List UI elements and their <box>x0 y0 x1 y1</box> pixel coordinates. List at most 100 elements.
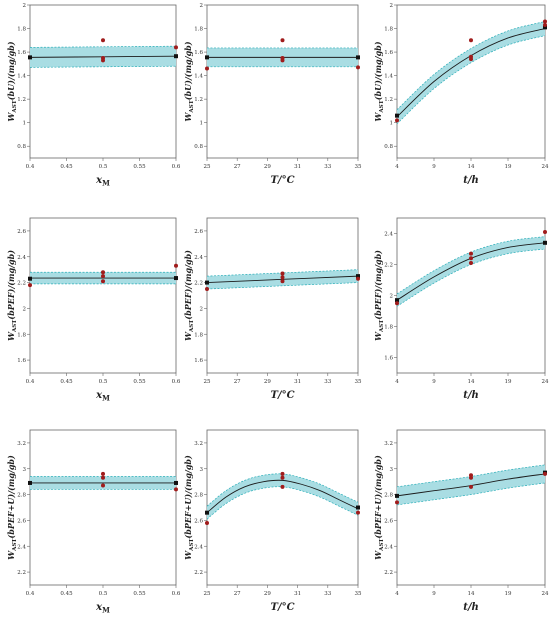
x-tick-label: 24 <box>542 379 549 385</box>
y-axis-label: WAST(bPEF)/(mg/gb) <box>6 250 18 341</box>
x-axis-label: xM <box>95 175 110 188</box>
actual-point <box>543 19 547 24</box>
x-tick-label: 0.6 <box>172 379 181 385</box>
x-tick-label: 19 <box>505 591 512 597</box>
actual-point <box>28 283 32 288</box>
band-lower-edge <box>396 35 546 125</box>
design-point <box>174 480 178 485</box>
y-tick-label: 1.4 <box>17 74 26 80</box>
y-tick-label: 2.2 <box>384 263 393 269</box>
y-tick-label: 1.6 <box>384 50 393 56</box>
actual-point <box>280 475 285 480</box>
x-tick-label: 31 <box>294 164 301 170</box>
x-tick-label: 31 <box>294 379 301 385</box>
actual-point <box>469 251 473 256</box>
x-tick-label: 33 <box>324 379 331 385</box>
actual-point <box>280 38 285 43</box>
x-tick-label: 0.55 <box>133 379 146 385</box>
actual-point <box>469 260 473 265</box>
x-tick-label: 31 <box>294 591 301 597</box>
y-axis-label: WAST(bPEF+U)/(mg/gb) <box>373 455 385 560</box>
y-tick-label: 1 <box>23 121 27 127</box>
x-axis-label: xM <box>95 602 110 615</box>
actual-point <box>101 270 105 275</box>
y-tick-label: 2 <box>23 3 27 9</box>
x-axis-label: t/h <box>463 175 479 186</box>
actual-point <box>395 301 399 306</box>
chart-panel-3: 4 9 14 19 24 0.8 1 1.2 1.4 1.6 1.8 2 t/h WAST(bU)/(mg… <box>373 3 549 186</box>
confidence-band <box>397 236 545 307</box>
actual-point <box>280 58 285 63</box>
actual-point <box>174 45 178 50</box>
x-tick-label: 0.5 <box>99 591 108 597</box>
x-tick-label: 19 <box>505 379 512 385</box>
actual-point <box>280 279 285 284</box>
chart-panel-6: 4 9 14 19 24 1.6 1.8 2 2.2 2.4 t/h WAST(bPEF)/(mg/g… <box>373 217 549 401</box>
x-axis-label: T/°C <box>270 175 294 186</box>
actual-point <box>356 510 360 515</box>
y-tick-label: 1.8 <box>17 27 26 33</box>
y-tick-label: 2.6 <box>17 229 26 235</box>
x-tick-label: 0.4 <box>26 591 35 597</box>
design-point <box>28 55 32 60</box>
chart-panel-8: 25 27 29 31 33 35 2.2 2.4 2.6 2.8 3 3.2 T/°C WAST(bPE… <box>183 429 362 613</box>
x-tick-label: 33 <box>324 591 331 597</box>
y-tick-label: 3.2 <box>17 441 26 447</box>
plot-frame <box>206 4 359 159</box>
design-point <box>205 510 209 515</box>
actual-point <box>395 118 399 123</box>
y-tick-label: 2 <box>200 3 204 9</box>
y-tick-label: 2.2 <box>17 281 26 287</box>
y-tick-label: 1.2 <box>384 97 393 103</box>
x-tick-label: 4 <box>395 591 399 597</box>
x-tick-label: 9 <box>432 591 436 597</box>
y-tick-label: 2.6 <box>194 518 203 524</box>
x-tick-label: 14 <box>468 591 475 597</box>
y-tick-label: 2.6 <box>384 518 393 524</box>
chart-panel-9: 4 9 14 19 24 2.2 2.4 2.6 2.8 3 3.2 t/h WAST(bPEF+U)/… <box>373 429 549 613</box>
y-tick-label: 2.4 <box>384 232 393 238</box>
y-axis-label: WAST(bU)/(mg/gb) <box>6 41 18 121</box>
x-tick-label: 0.5 <box>99 164 108 170</box>
x-axis-label: xM <box>95 390 110 403</box>
x-tick-label: 29 <box>264 379 271 385</box>
y-tick-label: 0.8 <box>384 144 393 150</box>
design-point <box>356 55 360 60</box>
actual-point <box>101 279 105 284</box>
plot-frame <box>206 217 359 374</box>
chart-panel-4: 0.4 0.45 0.5 0.55 0.6 1.6 1.8 2 2.2 2.4 2.6 xM WAST(… <box>6 217 181 403</box>
y-tick-label: 2.4 <box>194 255 203 261</box>
x-tick-label: 27 <box>234 164 241 170</box>
chart-panel-7: 0.4 0.45 0.5 0.55 0.6 2.2 2.4 2.6 2.8 3 3.2 xM WAST(… <box>6 429 181 615</box>
y-tick-label: 3 <box>23 467 27 473</box>
design-point <box>205 280 209 285</box>
y-tick-label: 2.8 <box>17 493 26 499</box>
x-tick-label: 25 <box>204 164 211 170</box>
x-axis-label: T/°C <box>270 602 294 613</box>
x-tick-label: 14 <box>468 164 475 170</box>
actual-point <box>469 484 473 489</box>
design-point <box>28 480 32 485</box>
chart-panel-2: 25 27 29 31 33 35 0.8 1 1.2 1.4 1.6 1.8 2 T/°C WAST(bU… <box>183 3 362 186</box>
actual-point <box>174 263 178 268</box>
x-tick-label: 29 <box>264 164 271 170</box>
y-tick-label: 1.6 <box>17 358 26 364</box>
design-point <box>395 113 399 118</box>
y-tick-label: 0.8 <box>17 144 26 150</box>
x-tick-label: 27 <box>234 591 241 597</box>
plot-frame <box>29 217 177 374</box>
x-tick-label: 0.6 <box>172 164 181 170</box>
y-tick-label: 3.2 <box>384 441 393 447</box>
confidence-band <box>207 473 358 520</box>
x-tick-label: 0.4 <box>26 379 35 385</box>
plot-frame <box>396 429 546 586</box>
y-axis-label: WAST(bPEF+U)/(mg/gb) <box>183 455 195 560</box>
y-tick-label: 1 <box>200 121 204 127</box>
x-tick-label: 29 <box>264 591 271 597</box>
y-axis-label: WAST(bU)/(mg/gb) <box>183 41 195 121</box>
actual-point <box>280 484 285 489</box>
plot-frame <box>29 4 177 159</box>
design-point <box>543 25 547 30</box>
x-tick-label: 27 <box>234 379 241 385</box>
y-axis-label: WAST(bPEF)/(mg/gb) <box>183 250 195 341</box>
